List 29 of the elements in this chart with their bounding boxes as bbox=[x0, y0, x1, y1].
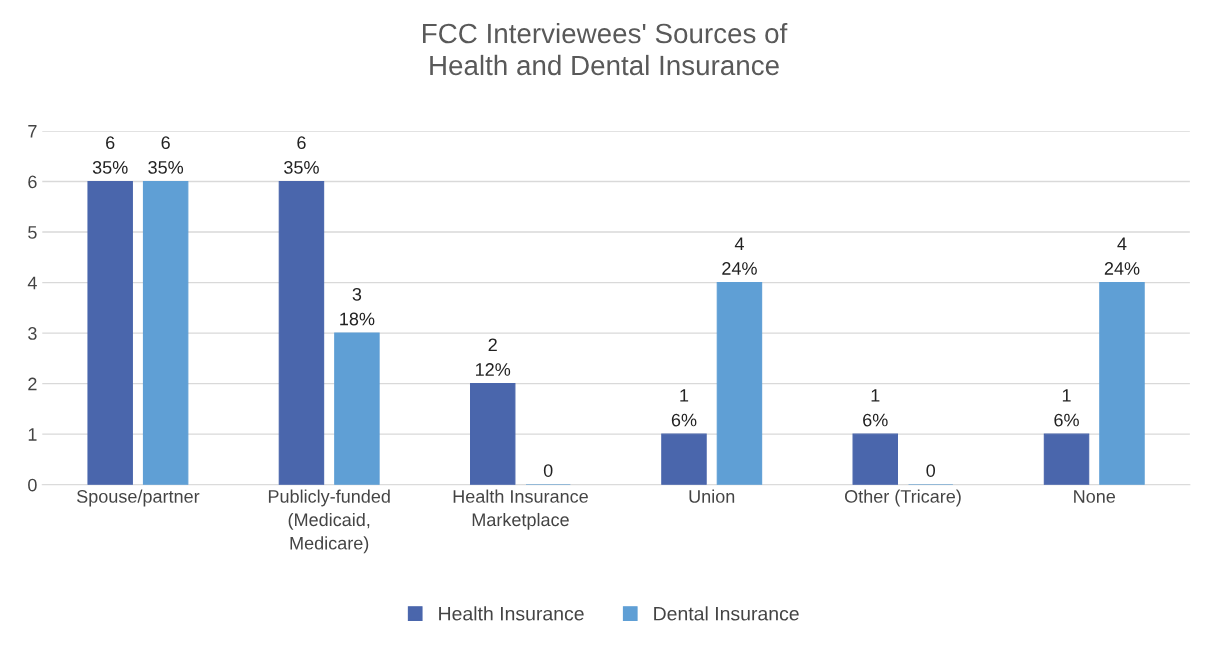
y-tick-label: 1 bbox=[28, 428, 37, 441]
y-tick-label: 3 bbox=[28, 327, 37, 340]
data-label: 2 12% bbox=[476, 338, 511, 376]
data-label: 0 bbox=[543, 464, 553, 477]
y-tick-label: 7 bbox=[28, 125, 37, 138]
x-tick-label: None bbox=[1074, 490, 1116, 503]
data-label: 1 6% bbox=[671, 389, 697, 427]
x-tick-label: Health Insurance Marketplace bbox=[453, 489, 588, 530]
y-tick-label: 5 bbox=[28, 226, 37, 239]
y-tick-label: 2 bbox=[28, 377, 37, 391]
chart-title: FCC Interviewees' Sources of Health and Dental Insurance bbox=[423, 22, 788, 76]
data-label: 6 35% bbox=[284, 136, 319, 174]
data-label: 6 35% bbox=[148, 136, 184, 174]
legend-label: Health Insurance bbox=[439, 606, 584, 621]
data-label: 0 bbox=[926, 464, 936, 477]
y-tick-label: 0 bbox=[28, 478, 37, 492]
legend-label: Dental Insurance bbox=[654, 606, 799, 621]
data-label: 1 6% bbox=[863, 389, 888, 427]
data-label: 1 6% bbox=[1054, 389, 1079, 427]
y-tick-label: 6 bbox=[28, 175, 37, 189]
data-label: 3 18% bbox=[340, 287, 375, 326]
data-label: 4 24% bbox=[722, 237, 757, 275]
x-tick-label: Other (Tricare) bbox=[844, 489, 961, 507]
data-label: 4 24% bbox=[1104, 237, 1140, 275]
x-tick-label: Union bbox=[689, 489, 735, 503]
data-label: 6 35% bbox=[92, 136, 128, 174]
y-tick-label: 4 bbox=[27, 276, 37, 290]
x-tick-label: Spouse/partner bbox=[77, 489, 200, 507]
x-tick-label: Publicly-funded (Medicaid, Medicare) bbox=[268, 489, 390, 554]
